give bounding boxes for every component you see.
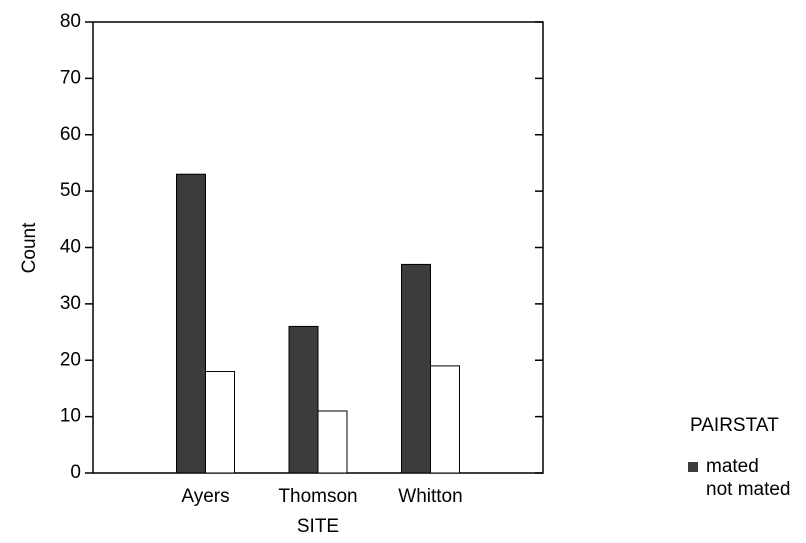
x-tick-label: Whitton [398, 486, 462, 507]
y-tick-label: 60 [60, 124, 81, 145]
y-tick-label: 40 [60, 237, 81, 258]
y-tick-label: 70 [60, 67, 81, 88]
bar [317, 410, 348, 474]
y-tick-label: 10 [60, 406, 81, 427]
x-axis-label: SITE [297, 516, 339, 537]
bar [176, 173, 206, 474]
y-tick-label: 80 [60, 11, 81, 32]
legend-swatch [688, 462, 698, 472]
y-axis-label: Count [19, 222, 40, 273]
bar [430, 365, 460, 474]
y-tick-label: 0 [70, 462, 81, 483]
x-tick-label: Ayers [181, 486, 229, 507]
y-tick-label: 50 [60, 180, 81, 201]
legend-swatch [688, 485, 698, 495]
y-tick-label: 30 [60, 293, 81, 314]
bar [401, 263, 431, 474]
bar [288, 325, 319, 474]
legend-title: PAIRSTAT [690, 415, 779, 436]
bar [205, 371, 235, 474]
x-tick-label: Thomson [278, 486, 357, 507]
legend-label: not mated [706, 479, 791, 500]
y-tick-label: 20 [60, 349, 81, 370]
legend-label: mated [706, 456, 759, 477]
